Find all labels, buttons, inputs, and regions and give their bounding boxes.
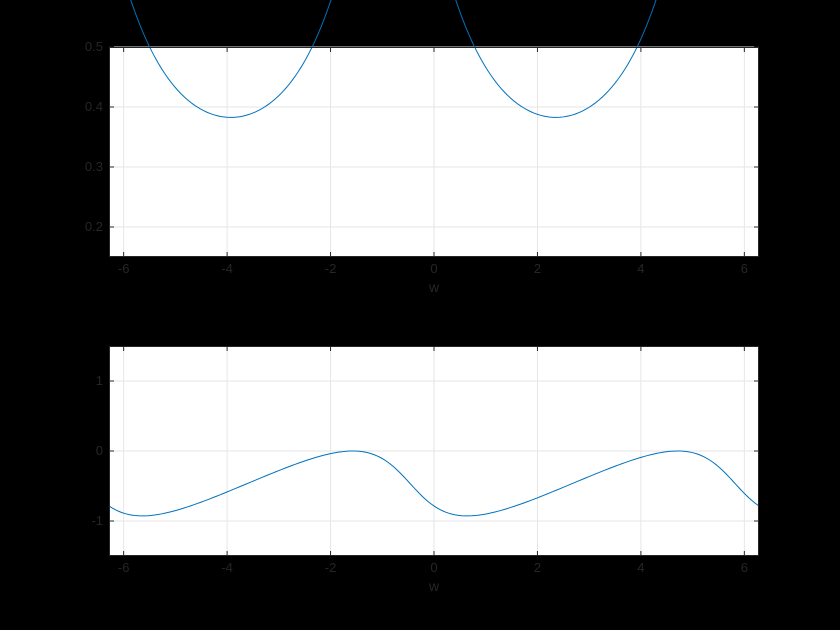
x-tick-label: -2 [306,560,356,575]
x-tick-label: 6 [719,261,769,276]
x-tick-label: -4 [202,261,252,276]
x-tick-label: 2 [512,261,562,276]
y-tick-label: 0.3 [85,159,103,174]
y-tick-label: -1 [91,513,103,528]
top-chart: -6-4-202460.20.30.40.5w [109,47,759,257]
bottom-chart: -6-4-20246-101w [109,346,759,556]
y-tick-label: 0.4 [85,99,103,114]
x-tick-label: -2 [306,261,356,276]
x-tick-label: -4 [202,560,252,575]
figure: -6-4-202460.20.30.40.5w -6-4-20246-101w [0,0,840,630]
x-tick-label: 4 [616,261,666,276]
x-tick-label: 0 [409,560,459,575]
y-tick-label: 0 [96,443,103,458]
x-axis-label: w [109,578,759,594]
x-tick-label: 0 [409,261,459,276]
x-tick-label: 6 [719,560,769,575]
x-tick-label: -6 [99,261,149,276]
y-tick-label: 0.5 [85,39,103,54]
x-axis-label: w [109,279,759,295]
y-tick-label: 0.2 [85,219,103,234]
y-tick-label: 1 [96,373,103,388]
x-tick-label: -6 [99,560,149,575]
x-tick-label: 2 [512,560,562,575]
x-tick-label: 4 [616,560,666,575]
